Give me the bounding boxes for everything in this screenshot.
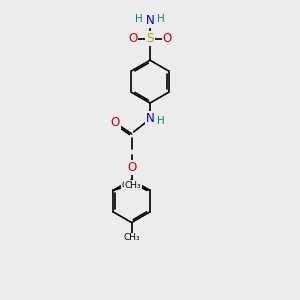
Text: N: N [146, 112, 154, 125]
Text: O: O [127, 161, 136, 174]
Text: H: H [135, 14, 142, 24]
Text: CH₃: CH₃ [122, 181, 139, 190]
Text: CH₃: CH₃ [123, 233, 140, 242]
Text: H: H [158, 116, 165, 126]
Text: S: S [146, 32, 154, 45]
Text: H: H [158, 14, 165, 24]
Text: CH₃: CH₃ [124, 181, 141, 190]
Text: O: O [128, 32, 137, 45]
Text: N: N [146, 14, 154, 27]
Text: O: O [163, 32, 172, 45]
Text: O: O [111, 116, 120, 129]
